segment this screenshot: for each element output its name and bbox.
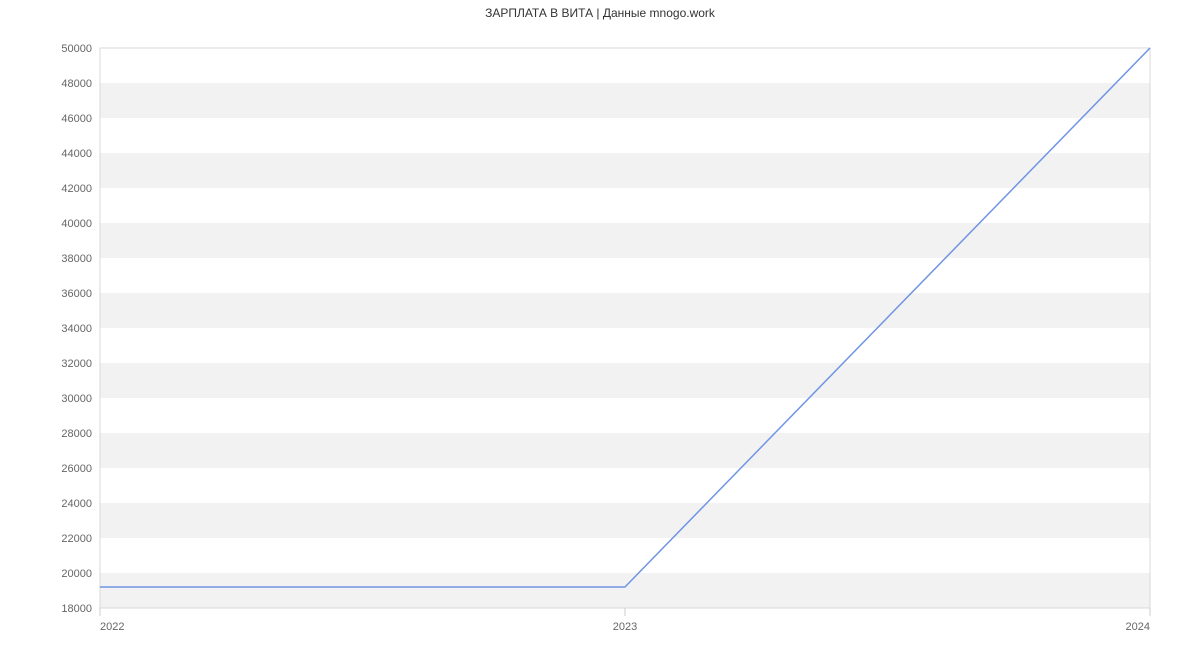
svg-text:24000: 24000 bbox=[61, 498, 92, 510]
svg-text:40000: 40000 bbox=[61, 218, 92, 230]
svg-text:18000: 18000 bbox=[61, 603, 92, 615]
svg-text:2023: 2023 bbox=[613, 621, 637, 633]
svg-text:36000: 36000 bbox=[61, 288, 92, 300]
svg-text:46000: 46000 bbox=[61, 113, 92, 125]
svg-text:48000: 48000 bbox=[61, 78, 92, 90]
svg-text:50000: 50000 bbox=[61, 43, 92, 55]
chart-title: ЗАРПЛАТА В ВИТА | Данные mnogo.work bbox=[0, 6, 1200, 20]
svg-text:20000: 20000 bbox=[61, 568, 92, 580]
svg-text:42000: 42000 bbox=[61, 183, 92, 195]
svg-text:32000: 32000 bbox=[61, 358, 92, 370]
chart-svg: 18000 20000 22000 24000 26000 28000 30000 32000… bbox=[0, 0, 1200, 650]
svg-text:2022: 2022 bbox=[100, 621, 124, 633]
svg-text:34000: 34000 bbox=[61, 323, 92, 335]
svg-text:22000: 22000 bbox=[61, 533, 92, 545]
svg-text:2024: 2024 bbox=[1126, 621, 1150, 633]
svg-text:30000: 30000 bbox=[61, 393, 92, 405]
svg-text:26000: 26000 bbox=[61, 463, 92, 475]
svg-text:44000: 44000 bbox=[61, 148, 92, 160]
salary-chart: ЗАРПЛАТА В ВИТА | Данные mnogo.work 1800… bbox=[0, 0, 1200, 650]
svg-text:38000: 38000 bbox=[61, 253, 92, 265]
svg-text:28000: 28000 bbox=[61, 428, 92, 440]
